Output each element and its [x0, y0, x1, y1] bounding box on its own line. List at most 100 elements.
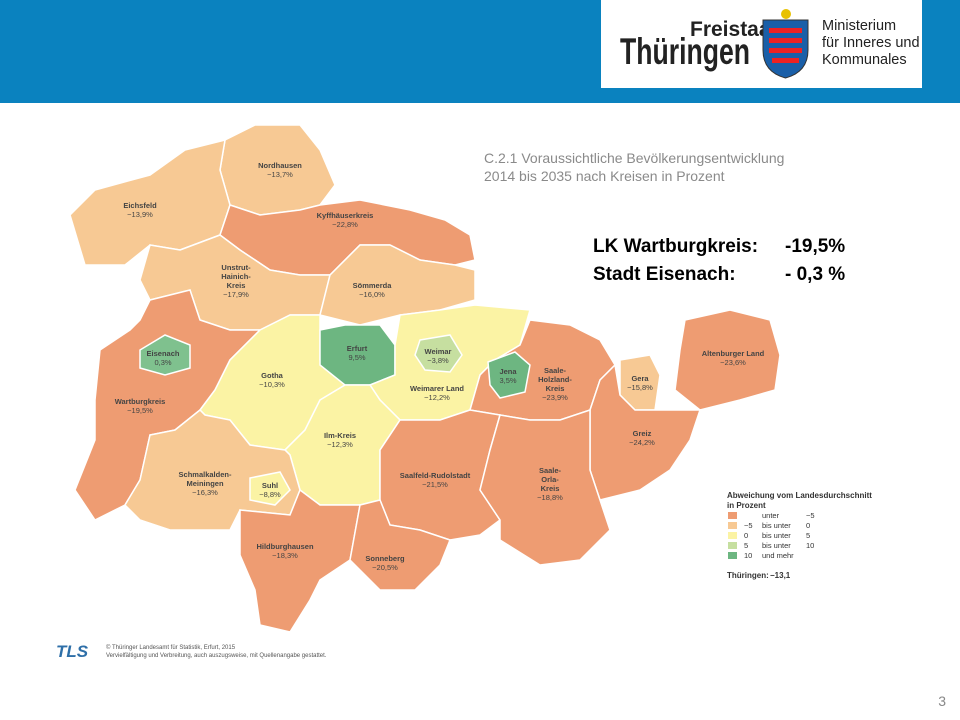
- source-logo: TLS: [56, 642, 89, 661]
- region-name: Kyffhäuserkreis: [317, 211, 374, 220]
- region-value: −16,0%: [359, 290, 385, 299]
- logo-text: Freistaat: [690, 18, 778, 41]
- region-name: Nordhausen: [258, 161, 302, 170]
- region-name: Kreis: [541, 484, 560, 493]
- region-name: Gotha: [261, 371, 283, 380]
- legend-label: bis unter: [762, 521, 791, 530]
- region-value: −22,8%: [332, 220, 358, 229]
- region-value: −20,5%: [372, 563, 398, 572]
- region-name: Suhl: [262, 481, 278, 490]
- region-name: Kreis: [227, 281, 246, 290]
- legend-title: Abweichung vom Landesdurchschnitt: [727, 491, 872, 500]
- region-name: Altenburger Land: [702, 349, 765, 358]
- highlight-value: - 0,3 %: [785, 264, 845, 285]
- map-labels: Nordhausen−13,7% Eichsfeld−13,9% Kyffhäuse…: [115, 161, 765, 572]
- legend-label: 10: [806, 541, 814, 550]
- region-name: Unstrut-: [221, 263, 251, 272]
- region: [319, 244, 476, 326]
- region-value: −13,7%: [267, 170, 293, 179]
- legend-swatch: [728, 542, 737, 549]
- region-name: Saalfeld-Rudolstadt: [400, 471, 471, 480]
- region-value: −24,2%: [629, 438, 655, 447]
- region-value: −17,9%: [223, 290, 249, 299]
- region-name: Weimarer Land: [410, 384, 464, 393]
- legend-label: bis unter: [762, 531, 791, 540]
- region-value: −15,8%: [627, 383, 653, 392]
- region-name: Eichsfeld: [123, 201, 157, 210]
- legend-label: und mehr: [762, 551, 794, 560]
- region-name: Gera: [631, 374, 649, 383]
- region-value: −18,3%: [272, 551, 298, 560]
- region: [349, 499, 451, 591]
- legend-label: 0: [744, 531, 748, 540]
- region-name: Schmalkalden-: [179, 470, 232, 479]
- region: [249, 471, 291, 506]
- legend-label: 10: [744, 551, 752, 560]
- region-value: −23,9%: [542, 393, 568, 402]
- region-name: Saale-: [544, 366, 567, 375]
- region-name: Erfurt: [347, 344, 368, 353]
- legend-label: unter: [762, 511, 780, 520]
- legend-label: 0: [806, 521, 810, 530]
- region-value: 9,5%: [348, 353, 365, 362]
- highlight-label: LK Wartburgkreis:: [593, 236, 758, 257]
- region-value: −3,8%: [427, 356, 449, 365]
- legend-label: −5: [806, 511, 815, 520]
- logo-text: Thüringen: [620, 31, 750, 72]
- region-name: Eisenach: [147, 349, 180, 358]
- source-text: Vervielfältigung und Verbreitung, auch a…: [106, 653, 327, 659]
- region: [139, 334, 191, 376]
- region-name: Kreis: [546, 384, 565, 393]
- region-name: Weimar: [425, 347, 452, 356]
- region-value: −13,9%: [127, 210, 153, 219]
- region-value: −12,2%: [424, 393, 450, 402]
- region-name: Ilm-Kreis: [324, 431, 356, 440]
- region-name: Hildburghausen: [256, 542, 314, 551]
- legend-label: 5: [806, 531, 810, 540]
- map-title: 2014 bis 2035 nach Kreisen in Prozent: [484, 168, 725, 184]
- logo-box: [601, 0, 922, 88]
- region-name: Orla-: [541, 475, 559, 484]
- coat-of-arms: [762, 9, 809, 79]
- region-value: 3,5%: [499, 376, 516, 385]
- region-name: Sömmerda: [353, 281, 393, 290]
- region-name: Jena: [499, 367, 517, 376]
- region-value: −18,8%: [537, 493, 563, 502]
- legend-title: in Prozent: [727, 501, 766, 510]
- legend-label: −5: [744, 521, 753, 530]
- region-value: −21,5%: [422, 480, 448, 489]
- source: TLS © Thüringer Landesamt für Statistik,…: [56, 642, 327, 661]
- region-value: −16,3%: [192, 488, 218, 497]
- region: [674, 309, 781, 411]
- legend-total-label: Thüringen:: [727, 571, 769, 580]
- legend-swatch: [728, 532, 737, 539]
- legend-swatch: [728, 512, 737, 519]
- region-name: Holzland-: [538, 375, 572, 384]
- region-name: Greiz: [633, 429, 652, 438]
- region: [479, 408, 611, 566]
- source-logo-box: [56, 642, 98, 658]
- ministry-text: für Inneres und: [822, 35, 920, 51]
- legend-swatch: [728, 522, 737, 529]
- region-name: Wartburgkreis: [115, 397, 166, 406]
- highlight-value: -19,5%: [785, 236, 845, 257]
- ministry-text: Kommunales: [822, 52, 907, 68]
- region-value: −8,8%: [259, 490, 281, 499]
- region-value: −10,3%: [259, 380, 285, 389]
- region-name: Hainich-: [221, 272, 251, 281]
- highlight-label: Stadt Eisenach:: [593, 264, 736, 285]
- region-value: −12,3%: [327, 440, 353, 449]
- legend-label: bis unter: [762, 541, 791, 550]
- region-value: −23,6%: [720, 358, 746, 367]
- legend-label: 5: [744, 541, 748, 550]
- map: [69, 124, 781, 633]
- ministry-text: Ministerium: [822, 18, 896, 34]
- legend-total-value: −13,1: [770, 571, 791, 580]
- legend: Abweichung vom Landesdurchschnitt in Pro…: [727, 491, 872, 580]
- region: [414, 334, 463, 373]
- region-value: 0,3%: [154, 358, 171, 367]
- page-number: 3: [938, 693, 946, 709]
- legend-swatch: [728, 552, 737, 559]
